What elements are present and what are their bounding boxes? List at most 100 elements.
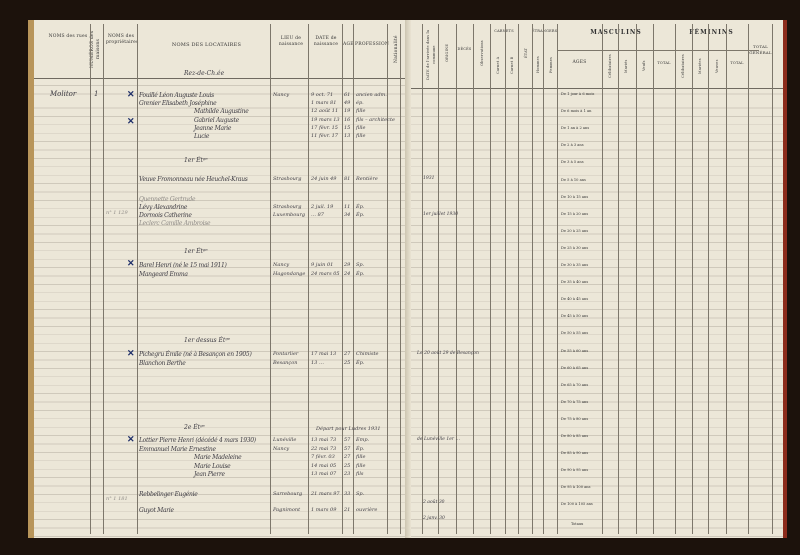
entry-name: Guyot Marie xyxy=(139,507,174,514)
entry-name: Blanchon Berthe xyxy=(139,360,186,367)
header-total-general: TOTAL GÉNÉRAL xyxy=(749,44,772,55)
header-carnets: CARNETS xyxy=(494,29,514,33)
entry-date: 19 mars 13 xyxy=(311,117,340,123)
header-observations: Observations xyxy=(480,40,484,66)
header-etrangers: ÉTRANGERS xyxy=(532,29,558,33)
header-feminins: FÉMININS xyxy=(689,29,734,36)
arrival-note: de Lunéville 1er … xyxy=(417,437,460,442)
entry-name: Rebbelinger Eugénie xyxy=(139,491,198,498)
entry-name: Grenier Elisabeth Joséphine xyxy=(139,100,217,107)
header-age: AGE xyxy=(343,42,354,47)
age-group-label: De 30 à 35 ans xyxy=(561,263,589,267)
column-rule xyxy=(708,24,709,534)
entry-profession: Ép. xyxy=(356,204,365,210)
header-total-m: TOTAL xyxy=(657,61,671,65)
entry-date: 12 août 11 xyxy=(311,108,339,114)
entry-name: Mathilde Augustine xyxy=(194,108,249,115)
column-rule xyxy=(90,24,91,534)
entry-name: Barel Henri (né le 15 mai 1911) xyxy=(139,262,227,269)
age-group-label: De 3 à 5 ans xyxy=(561,160,584,165)
entry-profession: Ép. xyxy=(356,271,365,277)
header-carnet-a: Carnet A xyxy=(496,56,500,74)
entry-name: Dormois Catherine xyxy=(139,212,192,219)
age-group-label: De 2 à 3 ans xyxy=(561,143,584,148)
age-group-label: De 40 à 45 ans xyxy=(561,297,589,302)
entry-profession: ancien adm. xyxy=(356,92,387,98)
entry-name: Lottier Pierre Henri (décédé 4 mars 1930… xyxy=(139,437,256,444)
entry-age: 13 xyxy=(344,133,351,139)
header-celibataires-f: Célibataires xyxy=(681,54,685,78)
entry-profession: Ép. xyxy=(356,360,365,366)
age-group-label: De 90 à 95 ans xyxy=(561,468,589,473)
floor-label: 2e Étᵍᵉ xyxy=(184,424,205,431)
entry-date: 13 mai 73 xyxy=(311,437,337,443)
age-group-label: De 15 à 20 ans xyxy=(561,211,589,216)
entry-name: Marie Madeleine xyxy=(194,454,242,461)
entry-name: Lévy Alexandrine xyxy=(139,204,188,211)
entry-age: 49 xyxy=(344,100,351,106)
entry-age: 24 xyxy=(344,271,351,277)
column-rule xyxy=(772,24,773,534)
age-group-label: De 5 à 10 ans xyxy=(561,177,586,182)
header-etat: ÉTAT xyxy=(524,47,528,59)
entry-name: Marie Louise xyxy=(194,463,231,470)
entry-date: 17 mai 13 xyxy=(311,351,337,357)
right-header: DATE de l'arrivée dans la commune ORIGIN… xyxy=(411,20,783,89)
entry-name: Fouillé Léon Auguste Louis xyxy=(139,92,214,99)
entry-profession: Rentière xyxy=(356,176,378,182)
column-rule xyxy=(387,24,388,534)
totals-label: Totaux xyxy=(571,522,584,526)
left-page: NOMS des rues NUMÉROS des maisons NOMS d… xyxy=(28,20,417,538)
entry-date: 22 mai 73 xyxy=(311,446,337,452)
entry-age: 29 xyxy=(344,262,351,268)
header-locataires: NOMS DES LOCATAIRES xyxy=(171,42,242,48)
entry-lieu: Luxembourg xyxy=(273,212,306,218)
entry-name: Emmanuel Marie Ernestine xyxy=(139,446,216,453)
entry-lieu: Sarrebourg xyxy=(273,491,303,497)
column-rule xyxy=(675,24,676,534)
entry-age: 34 xyxy=(344,212,351,218)
margin-note: n° 1 181 xyxy=(106,496,128,502)
entry-lieu: Nancy xyxy=(273,92,290,98)
entry-lieu: Besançon xyxy=(273,360,298,366)
age-group-label: De 45 à 50 ans xyxy=(561,314,589,319)
age-group-label: De 75 à 80 ans xyxy=(561,416,589,421)
entry-date: … 87 xyxy=(311,212,324,218)
entry-age: 16 xyxy=(344,117,351,123)
entry-lieu: Hagondange xyxy=(273,271,306,277)
age-group-label: De 60 à 65 ans xyxy=(561,365,589,370)
header-proprietaires: NOMS des propriétaires xyxy=(106,34,139,45)
check-mark-icon: ✕ xyxy=(127,349,135,359)
age-group-label: De 1 an à 2 ans xyxy=(561,126,590,131)
entry-date: 1 mars 81 xyxy=(311,100,337,106)
entry-date: 14 mai 05 xyxy=(311,463,337,469)
entry-age: 19 xyxy=(344,108,351,114)
header-masculins: MASCULINS xyxy=(590,29,642,36)
entry-name: Gabriel Auguste xyxy=(194,117,239,124)
column-rule xyxy=(137,24,138,534)
header-maries: Mariés xyxy=(624,59,628,73)
entry-age: 25 xyxy=(344,360,351,366)
header-deces: DÉCÈS xyxy=(457,47,472,51)
header-profession: PROFESSION xyxy=(355,42,390,47)
entry-profession: Chimiste xyxy=(356,351,379,357)
annotation: Départ pour Ludres 1931 xyxy=(316,426,381,432)
entry-profession: Sp. xyxy=(356,491,365,497)
column-rule xyxy=(456,24,457,534)
entry-name: Leclerc Camille Ambroise xyxy=(139,220,211,227)
entry-date: 11 févr. 17 xyxy=(311,133,338,139)
entry-date: 13 … xyxy=(311,360,324,366)
entry-date: 7 févr. 03 xyxy=(311,454,335,460)
age-group-label: De 80 à 85 ans xyxy=(561,434,589,438)
house-number: 1 xyxy=(94,90,99,98)
entry-age: 61 xyxy=(344,92,351,98)
column-rule xyxy=(618,24,619,534)
arrival-note: 2 août 30 xyxy=(423,500,445,505)
arrival-note: 1er juillet 1930 xyxy=(423,212,459,217)
entry-age: 15 xyxy=(344,125,351,131)
column-rule xyxy=(103,24,104,534)
check-mark-icon: ✕ xyxy=(127,90,135,100)
age-group-label: De 6 mois à 1 an xyxy=(561,109,592,114)
check-mark-icon: ✕ xyxy=(127,259,135,269)
header-total-f: TOTAL xyxy=(730,61,744,65)
